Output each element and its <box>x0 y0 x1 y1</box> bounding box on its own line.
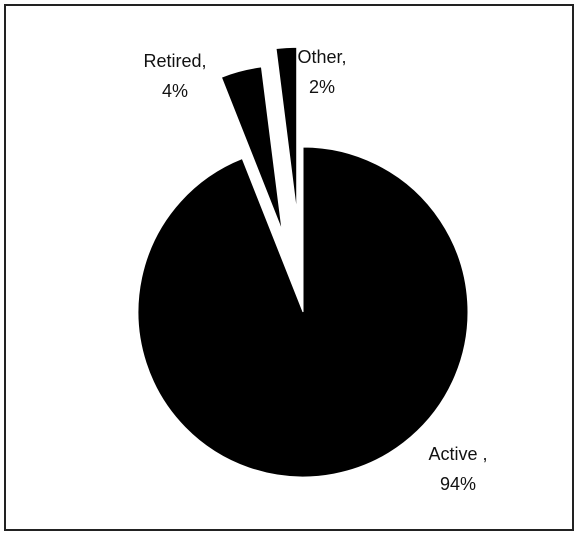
slice-value-label: 4% <box>162 81 188 101</box>
pie-slice <box>220 66 283 231</box>
slice-value-label: 94% <box>440 474 476 494</box>
pie-slice <box>275 46 298 213</box>
slice-label: Retired, <box>143 51 206 71</box>
pie-slice <box>137 146 469 478</box>
slice-label: Active , <box>428 444 487 464</box>
slice-label: Other, <box>297 47 346 67</box>
slice-value-label: 2% <box>309 77 335 97</box>
